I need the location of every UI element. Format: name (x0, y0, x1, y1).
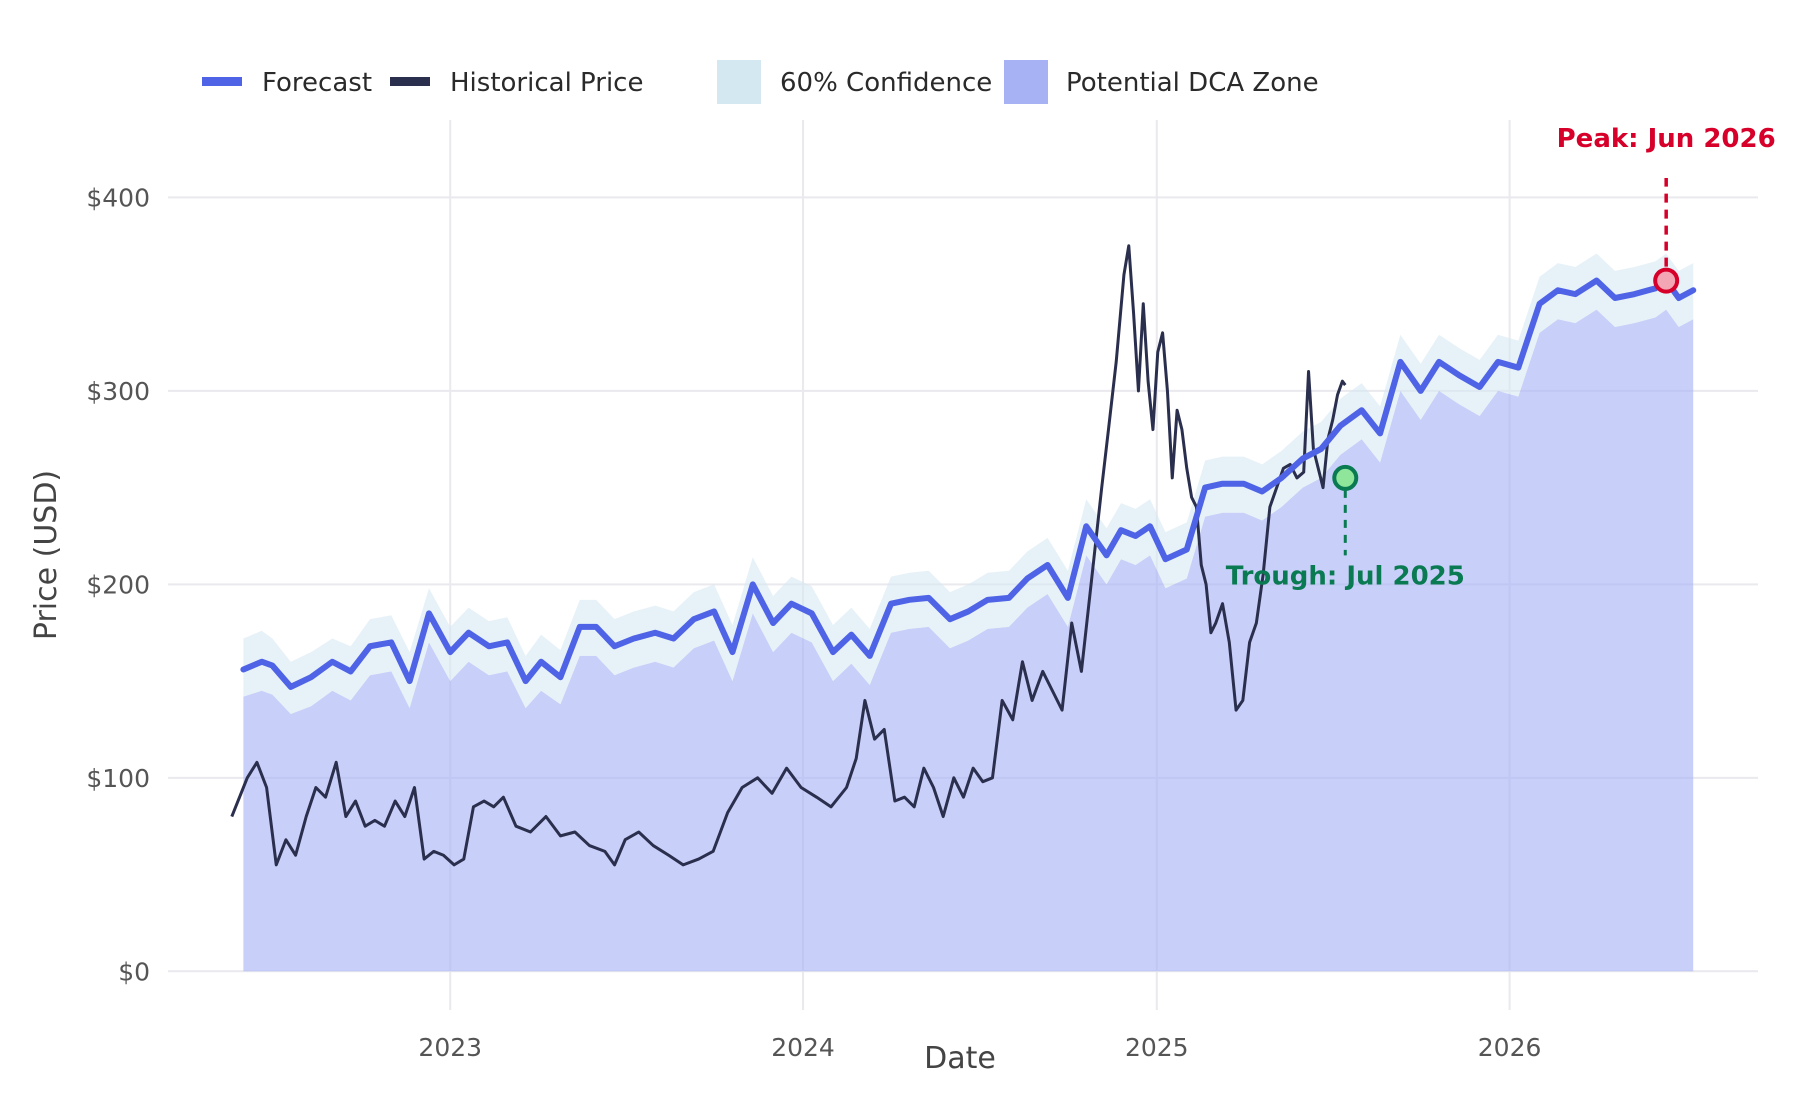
x-tick-label: 2023 (418, 1033, 482, 1062)
legend-label-historical: Historical Price (450, 68, 643, 98)
legend-swatch-confidence (717, 60, 761, 104)
historical-price-line (230, 244, 1347, 867)
y-tick-label: $100 (86, 764, 150, 793)
peak-label: Peak: Jun 2026 (1557, 124, 1776, 154)
x-tick-label: 2024 (771, 1033, 835, 1062)
annotation-layer: Peak: Jun 2026 Trough: Jul 2025 (1226, 124, 1776, 591)
peak-marker (1653, 267, 1680, 294)
legend: Forecast Historical Price 60% Confidence… (202, 60, 1319, 104)
legend-label-dca: Potential DCA Zone (1066, 68, 1319, 98)
axis-layer: Date Price (USD) $0 $100 $200 $300 $400 2023 2… (29, 183, 1541, 1076)
trough-label: Trough: Jul 2025 (1226, 561, 1465, 591)
forecast-layer (240, 277, 1697, 690)
legend-swatch-dca (1004, 60, 1048, 104)
trough-marker (1332, 464, 1359, 491)
forecast-line (240, 277, 1697, 690)
legend-swatch-forecast (202, 77, 242, 86)
legend-label-confidence: 60% Confidence (780, 68, 992, 98)
x-tick-label: 2025 (1125, 1033, 1189, 1062)
y-tick-label: $0 (118, 957, 150, 986)
y-tick-label: $400 (86, 183, 150, 212)
historical-layer (230, 244, 1347, 867)
legend-label-forecast: Forecast (262, 68, 372, 98)
y-tick-label: $300 (86, 377, 150, 406)
legend-swatch-historical (390, 77, 430, 86)
y-axis-title: Price (USD) (29, 470, 64, 640)
y-tick-label: $200 (86, 570, 150, 599)
x-tick-label: 2026 (1478, 1033, 1542, 1062)
x-axis-title: Date (924, 1041, 996, 1076)
